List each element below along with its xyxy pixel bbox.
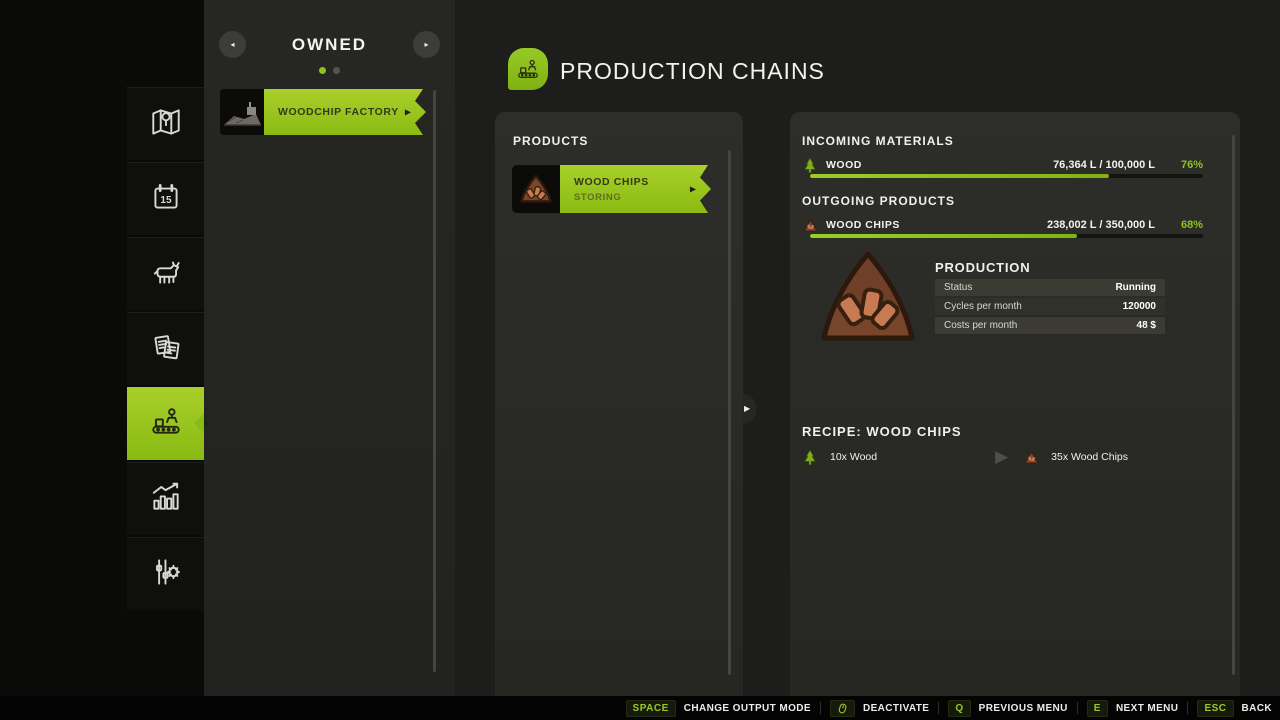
map-icon xyxy=(148,104,184,145)
expander-arrow-icon: ▶ xyxy=(744,404,751,413)
owned-prev-button[interactable]: ◂ xyxy=(219,31,246,58)
table-row-status: Status Running xyxy=(935,279,1165,296)
sidebar-item-production-chains[interactable] xyxy=(127,387,216,460)
outgoing-progress-bar xyxy=(810,234,1203,238)
sidebar-item-calendar[interactable]: 15 xyxy=(127,162,204,235)
hint-separator xyxy=(819,702,821,714)
hint-next-menu[interactable]: E NEXT MENU xyxy=(1086,699,1179,717)
recipe-output-label: 35x Wood Chips xyxy=(1051,451,1129,463)
products-scrollbar[interactable] xyxy=(728,150,731,675)
hint-label: BACK xyxy=(1241,702,1272,714)
outgoing-product-row: WOOD CHIPS 238,002 L / 350,000 L 68% xyxy=(802,217,1203,233)
recipe-arrow-icon: ▶ xyxy=(995,447,1009,466)
incoming-material-amount: 76,364 L / 100,000 L xyxy=(1053,159,1155,171)
space-key: SPACE xyxy=(625,699,676,717)
hint-back[interactable]: ESC BACK xyxy=(1197,699,1272,717)
table-row-cycles: Cycles per month 120000 xyxy=(935,298,1165,315)
mouse-icon xyxy=(829,699,855,717)
tree-icon xyxy=(802,449,818,465)
incoming-material-name: WOOD xyxy=(826,159,862,171)
q-key: Q xyxy=(948,699,971,717)
product-item-wood-chips[interactable]: WOOD CHIPS STORING ▶ xyxy=(512,165,711,213)
sidebar-item-animals[interactable] xyxy=(127,237,204,310)
pagination-dot-active xyxy=(319,67,326,74)
tree-icon xyxy=(802,157,818,173)
product-item-label: WOOD CHIPS xyxy=(574,175,649,188)
owned-pagination-dots xyxy=(204,67,455,74)
outgoing-product-name: WOOD CHIPS xyxy=(826,219,900,231)
hint-deactivate[interactable]: DEACTIVATE xyxy=(829,699,930,717)
recipe-title: RECIPE: WOOD CHIPS xyxy=(802,424,962,439)
product-item-status: STORING xyxy=(574,191,622,203)
hint-label: PREVIOUS MENU xyxy=(978,702,1068,714)
outgoing-progress-fill xyxy=(810,234,1078,238)
owned-item-arrow-icon: ▶ xyxy=(404,107,411,117)
hint-label: NEXT MENU xyxy=(1115,702,1179,714)
cow-icon xyxy=(148,254,184,295)
incoming-materials-title: INCOMING MATERIALS xyxy=(802,134,954,148)
incoming-progress-fill xyxy=(810,174,1109,178)
products-panel: PRODUCTS WOOD CHIPS STORING ▶ ▶ xyxy=(495,112,756,696)
production-title: PRODUCTION xyxy=(935,260,1031,275)
row-value: 120000 xyxy=(1122,301,1156,312)
pagination-dot xyxy=(333,67,340,74)
bottom-hint-bar: SPACE CHANGE OUTPUT MODE DEACTIVATE Q PR… xyxy=(0,696,1280,720)
sidebar: 15 xyxy=(127,87,216,612)
incoming-material-row: WOOD 76,364 L / 100,000 L 76% xyxy=(802,157,1203,173)
hint-previous-menu[interactable]: Q PREVIOUS MENU xyxy=(948,699,1068,717)
statistics-icon xyxy=(148,479,184,520)
owned-item-woodchip-factory[interactable]: WOODCHIP FACTORY ▶ xyxy=(220,89,426,135)
esc-key: ESC xyxy=(1197,699,1234,717)
calendar-icon: 15 xyxy=(148,179,184,220)
sidebar-item-statistics[interactable] xyxy=(127,462,204,535)
wood-chips-icon xyxy=(802,218,818,232)
row-label: Costs per month xyxy=(944,320,1018,331)
details-panel: INCOMING MATERIALS WOOD 76,364 L / 100,0… xyxy=(790,112,1240,696)
wood-chips-large-icon xyxy=(815,248,921,351)
sidebar-item-settings[interactable] xyxy=(127,537,204,610)
settings-icon xyxy=(148,554,184,595)
products-panel-title: PRODUCTS xyxy=(513,134,589,148)
owned-panel-title: OWNED xyxy=(291,34,368,54)
hint-separator xyxy=(938,702,940,714)
table-row-costs: Costs per month 48 $ xyxy=(935,317,1165,334)
page-title: PRODUCTION CHAINS xyxy=(560,58,825,84)
product-item-arrow-icon: ▶ xyxy=(689,184,696,194)
recipe-row: 10x Wood ▶ 35x Wood Chips xyxy=(802,448,1203,466)
wood-chips-thumbnail xyxy=(512,165,560,213)
outgoing-products-title: OUTGOING PRODUCTS xyxy=(802,194,956,208)
hint-label: DEACTIVATE xyxy=(862,702,930,714)
production-icon xyxy=(148,403,184,444)
sidebar-item-map[interactable] xyxy=(127,87,204,160)
production-table: Status Running Cycles per month 120000 C… xyxy=(935,279,1165,336)
owned-item-label: WOODCHIP FACTORY xyxy=(278,106,399,118)
sidebar-item-contracts[interactable] xyxy=(127,312,204,385)
incoming-progress-bar xyxy=(810,174,1203,178)
hint-separator xyxy=(1187,702,1189,714)
row-label: Status xyxy=(944,282,973,293)
wood-chips-icon xyxy=(1024,450,1039,464)
hint-separator xyxy=(1076,702,1078,714)
hint-change-output-mode[interactable]: SPACE CHANGE OUTPUT MODE xyxy=(625,699,811,717)
row-value: Running xyxy=(1115,282,1156,293)
details-scrollbar[interactable] xyxy=(1232,135,1235,675)
factory-thumbnail xyxy=(220,89,264,135)
owned-next-button[interactable]: ▸ xyxy=(412,31,440,58)
hint-label: CHANGE OUTPUT MODE xyxy=(683,702,811,714)
outgoing-product-percent: 68% xyxy=(1180,219,1203,231)
active-tab-arrow-icon xyxy=(204,420,208,427)
owned-panel: ◂ OWNED ▸ WOODCHIP FACTORY ▶ xyxy=(204,0,455,696)
panel-expander[interactable]: ▶ xyxy=(743,394,756,424)
svg-text:15: 15 xyxy=(160,194,172,205)
incoming-material-percent: 76% xyxy=(1180,159,1203,171)
owned-scrollbar[interactable] xyxy=(433,90,436,672)
outgoing-product-amount: 238,002 L / 350,000 L xyxy=(1046,219,1155,231)
production-chains-icon xyxy=(508,48,548,90)
documents-icon xyxy=(148,329,184,370)
row-label: Cycles per month xyxy=(944,301,1022,312)
row-value: 48 $ xyxy=(1136,320,1156,331)
recipe-input-label: 10x Wood xyxy=(830,451,878,463)
e-key: E xyxy=(1086,699,1108,717)
